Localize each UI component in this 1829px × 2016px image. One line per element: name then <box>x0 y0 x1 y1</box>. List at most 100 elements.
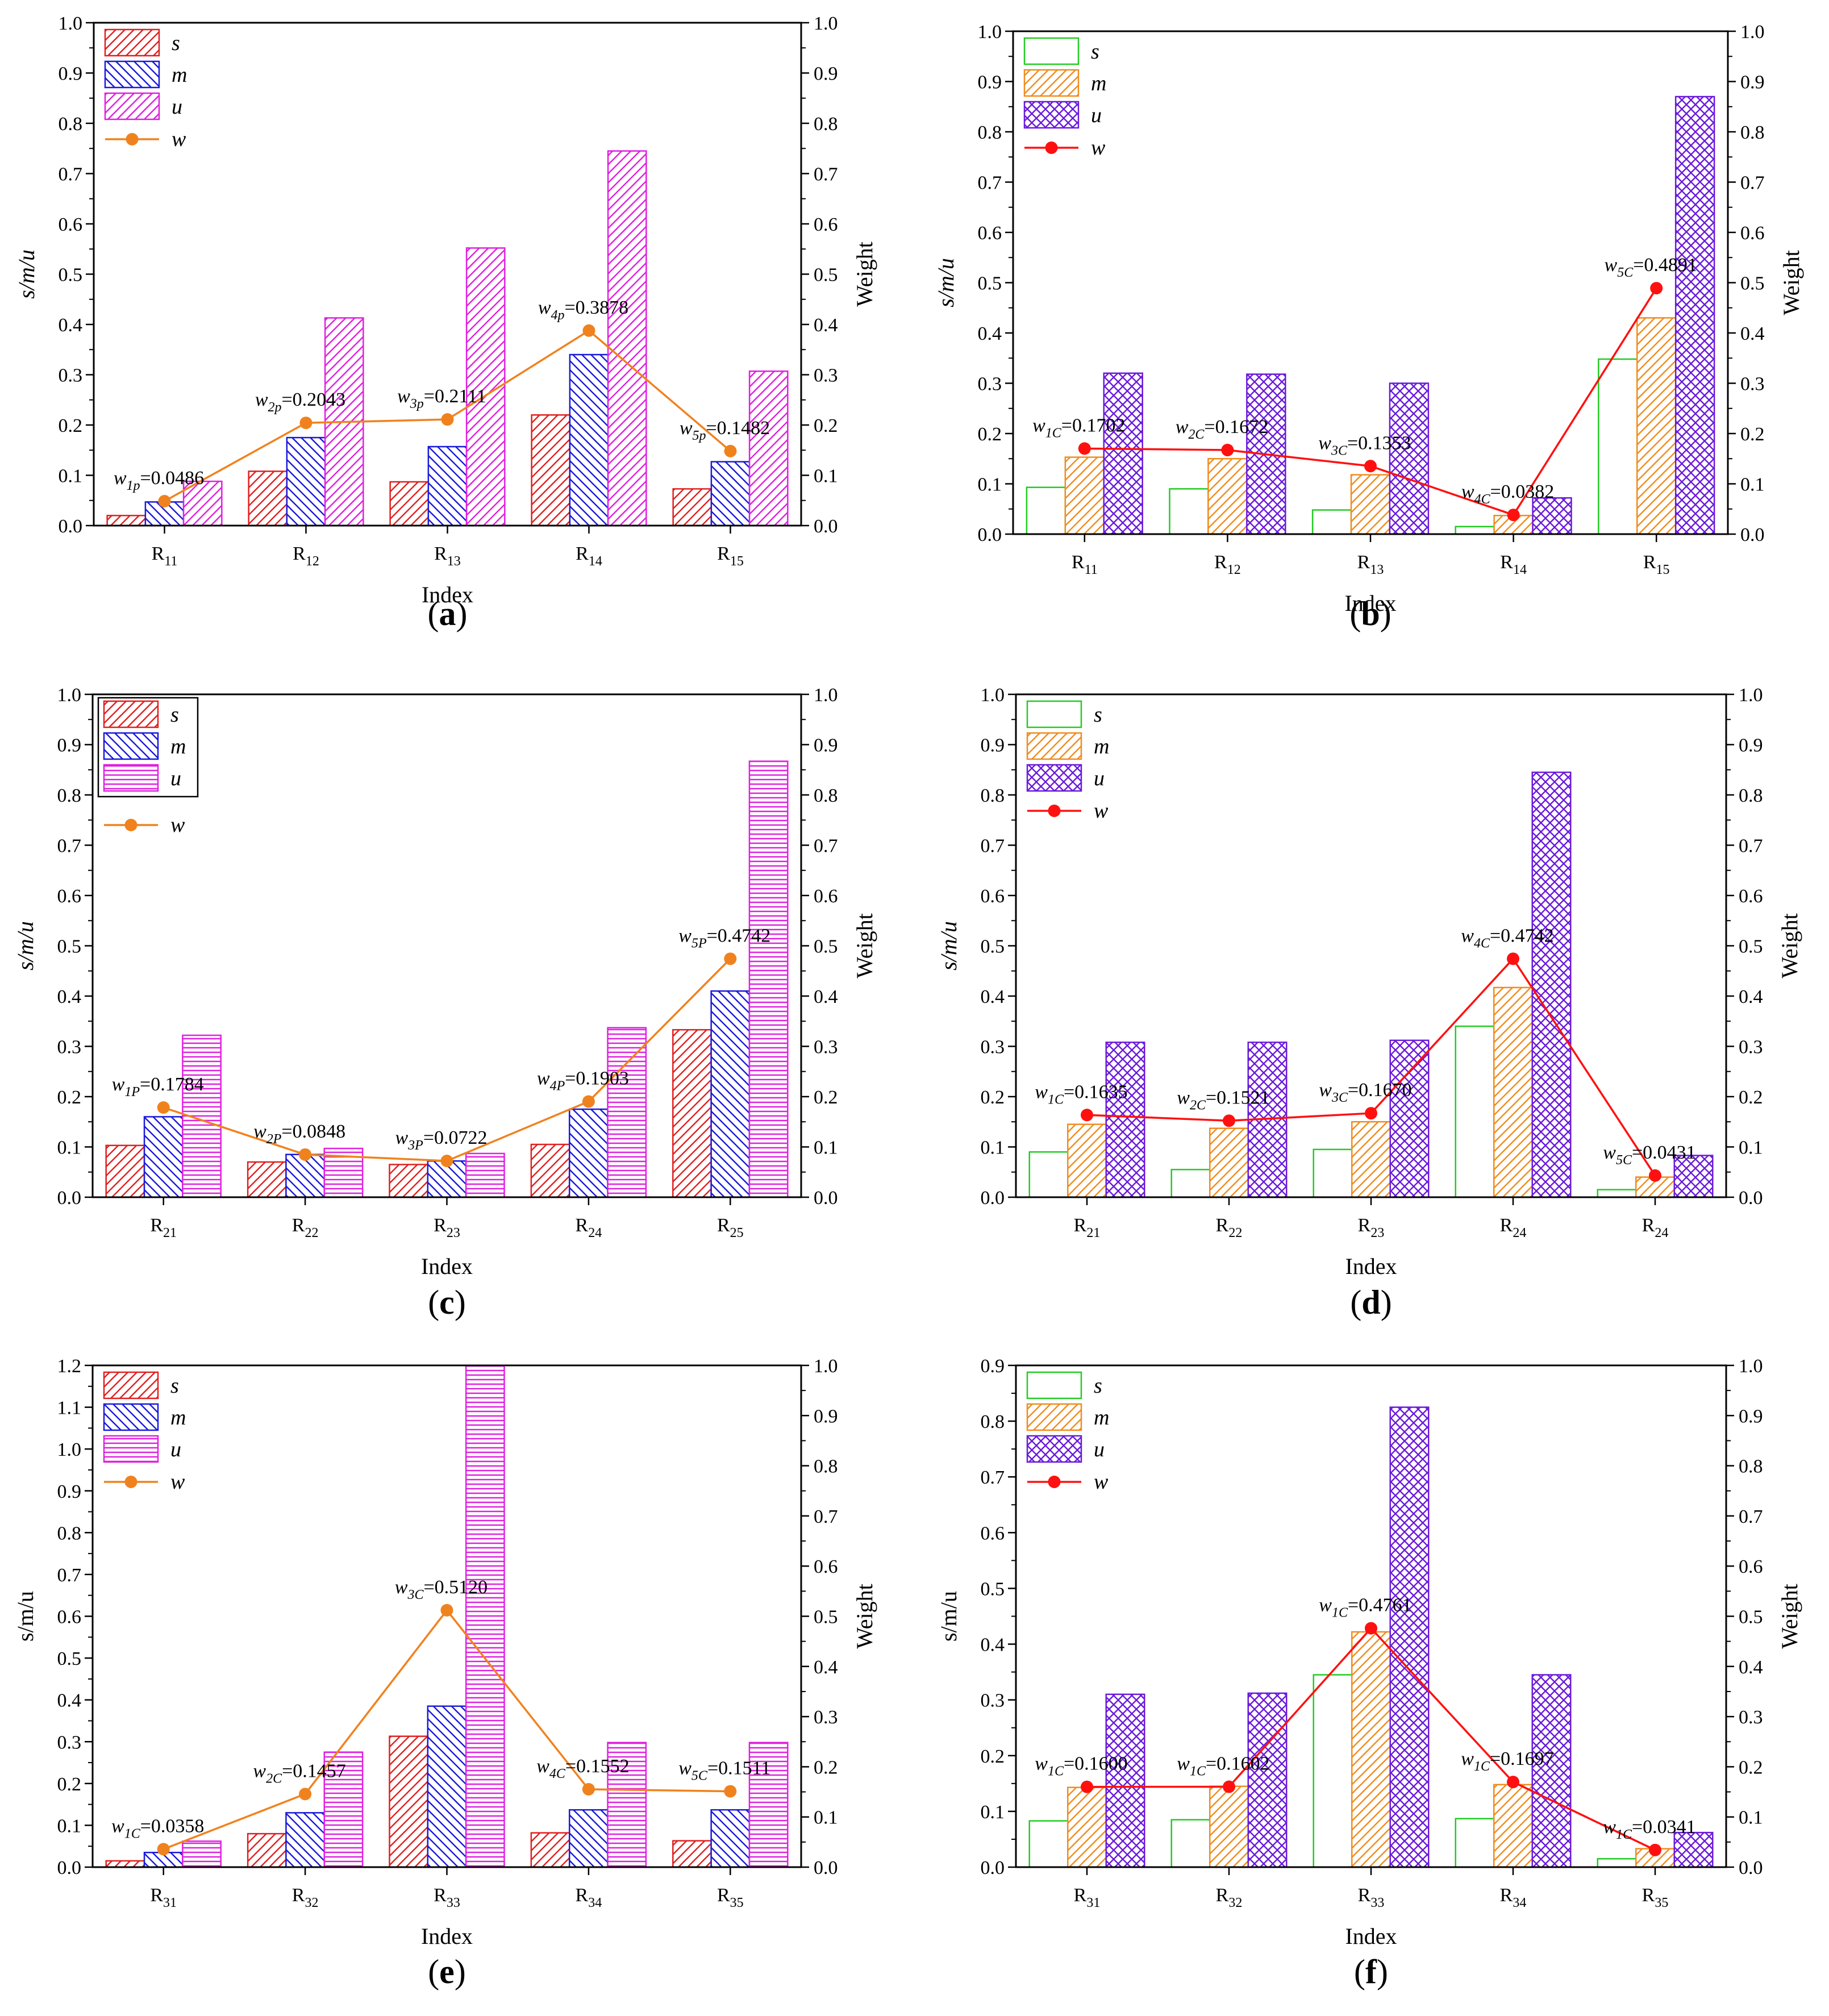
x-tick-sub: 25 <box>730 1226 744 1240</box>
bar-m-R23 <box>1351 1121 1391 1198</box>
bar-s-R34 <box>1455 1818 1495 1868</box>
annotation-w: w <box>1318 432 1331 453</box>
left-tick-label: 0.1 <box>57 1815 82 1836</box>
right-tick-label: 0.7 <box>1739 1506 1763 1527</box>
left-tick-label: 0.4 <box>981 1635 1005 1656</box>
left-tick-label: 0.3 <box>981 1037 1005 1058</box>
annotation-value: =0.2043 <box>282 389 346 410</box>
annotation-w: w <box>114 468 127 489</box>
left-tick-label: 1.0 <box>59 13 83 34</box>
x-tick-sub: 12 <box>306 554 319 569</box>
weight-annotation: w4C=0.0382 <box>1461 481 1554 507</box>
legend-swatch-s <box>103 700 159 728</box>
x-tick-base: R <box>1214 552 1227 573</box>
left-axis-title: s/m/u <box>13 1591 38 1642</box>
x-tick-base: R <box>1500 1215 1513 1236</box>
x-tick-base: R <box>1500 552 1513 573</box>
left-tick-label: 0.9 <box>978 72 1002 93</box>
annotation-w: w <box>680 418 693 439</box>
weight-point-R35 <box>1649 1843 1661 1856</box>
x-tick-sub: 13 <box>447 554 461 569</box>
weight-point-R14 <box>582 324 595 337</box>
right-axis-title: Weight <box>1777 1584 1802 1649</box>
weight-annotation: w5C=0.0431 <box>1603 1142 1695 1168</box>
x-tick-base: R <box>717 1885 730 1906</box>
right-tick-label: 0.7 <box>814 164 838 185</box>
annotation-sub: 2C <box>266 1771 282 1786</box>
x-axis-title: Index <box>1345 1923 1397 1949</box>
x-tick-base: R <box>150 1215 163 1236</box>
panel-paren-open: ( <box>428 595 439 632</box>
bar-s-R22 <box>247 1161 287 1198</box>
legend-swatch-u <box>1026 1435 1082 1463</box>
annotation-value: =0.1784 <box>140 1074 204 1095</box>
bar-m-R24 <box>568 1108 609 1198</box>
bar-m-R33 <box>427 1705 467 1868</box>
legend-swatch-m <box>104 60 160 89</box>
left-tick-label: 0.0 <box>59 516 83 537</box>
legend-marker-w <box>124 819 138 831</box>
right-tick-label: 0.1 <box>1739 1138 1763 1159</box>
weight-point-R25 <box>724 952 737 965</box>
left-tick-label: 0.1 <box>981 1802 1005 1823</box>
x-tick-sub: 14 <box>589 554 602 569</box>
x-tick-base: R <box>576 1885 589 1906</box>
legend-label-s: s <box>1094 1374 1102 1398</box>
weight-annotation: w4C=0.1552 <box>536 1756 629 1781</box>
annotation-value: =0.0431 <box>1632 1142 1696 1163</box>
weight-annotation: w5C=0.1511 <box>678 1758 770 1784</box>
annotation-sub: 1C <box>1048 1092 1064 1107</box>
left-tick-label: 0.2 <box>57 1774 82 1795</box>
panel-paren-close: ) <box>455 1953 466 1990</box>
bar-s-R15 <box>672 488 713 527</box>
weight-annotation: w3C=0.5120 <box>395 1577 488 1602</box>
annotation-value: =0.0341 <box>1632 1817 1696 1838</box>
right-tick-label: 0.2 <box>1739 1757 1763 1778</box>
bar-s-R13 <box>1311 509 1352 535</box>
bar-s-R31 <box>1028 1820 1069 1868</box>
bar-u-R32 <box>1247 1692 1288 1868</box>
weight-annotation: w2C=0.1521 <box>1177 1087 1269 1113</box>
legend-label-u: u <box>170 767 181 790</box>
bar-s-R24 <box>1455 1025 1495 1198</box>
weight-point-R23 <box>1365 1107 1377 1120</box>
x-tick-base: R <box>1642 1215 1655 1236</box>
x-tick-base: R <box>576 543 589 564</box>
legend-label-w: w <box>1094 1470 1109 1494</box>
right-tick-label: 0.5 <box>1739 1607 1763 1628</box>
bar-s-R33 <box>1313 1674 1353 1868</box>
x-axis-title: Index <box>422 582 473 607</box>
chart-panel-d: 0.0 0.1 0.2 0.3 0.4 0.5 0.6 0.7 0.8 0.9 1.0 0.0 0.1 0… <box>936 685 1802 1321</box>
x-tick-base: R <box>1643 552 1656 573</box>
bar-m-R11 <box>1064 456 1105 535</box>
legend-marker-w <box>124 1476 138 1488</box>
x-tick-base: R <box>434 543 447 564</box>
right-tick-label: 0.4 <box>814 986 838 1007</box>
right-tick-label: 1.0 <box>814 1356 838 1377</box>
annotation-w: w <box>1461 481 1474 502</box>
bar-s-R34 <box>530 1832 570 1868</box>
weight-point-R21 <box>157 1101 170 1114</box>
annotation-sub: 5p <box>693 428 706 443</box>
right-tick-label: 0.9 <box>1739 735 1763 756</box>
bar-s-R11 <box>106 515 147 527</box>
weight-point-R34 <box>582 1782 595 1796</box>
x-tick-label-R32: R32 <box>1216 1885 1243 1910</box>
bar-m-R12 <box>286 436 326 527</box>
left-tick-label: 0.1 <box>59 466 83 487</box>
right-tick-label: 0.1 <box>814 466 838 487</box>
weight-point-R33 <box>440 1603 453 1617</box>
x-tick-label-R23: R23 <box>1358 1215 1385 1240</box>
left-tick-label: 0.8 <box>57 785 82 806</box>
x-tick-base: R <box>152 543 165 564</box>
right-tick-label: 1.0 <box>1739 685 1763 706</box>
legend-label-m: m <box>1094 1406 1109 1430</box>
legend-swatch-s <box>103 1371 159 1399</box>
weight-annotation: w2p=0.2043 <box>255 389 345 415</box>
legend-swatch-u <box>103 764 159 792</box>
legend-marker-w <box>126 133 139 145</box>
right-tick-label: 0.4 <box>814 1657 838 1678</box>
annotation-sub: 1C <box>1332 1606 1348 1621</box>
right-tick-label: 1.0 <box>1740 22 1765 43</box>
